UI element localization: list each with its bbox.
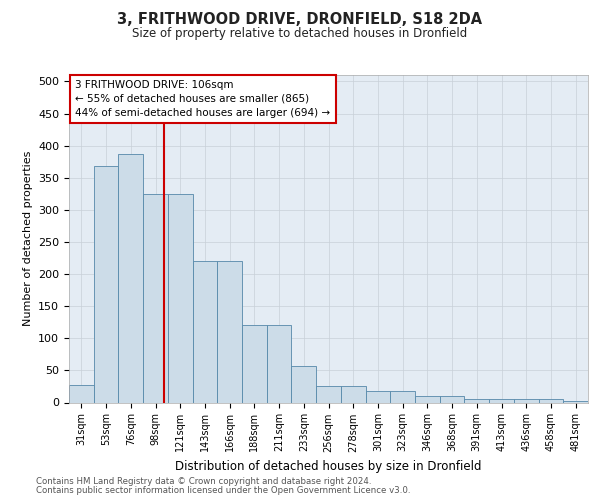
Bar [563,400,588,402]
Bar [539,400,563,402]
Bar [94,166,118,402]
Bar [514,400,539,402]
Bar [193,261,217,402]
Bar [489,400,514,402]
Bar [440,396,464,402]
Text: Contains public sector information licensed under the Open Government Licence v3: Contains public sector information licen… [36,486,410,495]
Bar [365,391,390,402]
Bar [168,194,193,402]
Text: Size of property relative to detached houses in Dronfield: Size of property relative to detached ho… [133,28,467,40]
Text: 3, FRITHWOOD DRIVE, DRONFIELD, S18 2DA: 3, FRITHWOOD DRIVE, DRONFIELD, S18 2DA [118,12,482,28]
Bar [242,326,267,402]
Bar [390,391,415,402]
Text: Contains HM Land Registry data © Crown copyright and database right 2024.: Contains HM Land Registry data © Crown c… [36,477,371,486]
X-axis label: Distribution of detached houses by size in Dronfield: Distribution of detached houses by size … [175,460,482,473]
Bar [415,396,440,402]
Y-axis label: Number of detached properties: Number of detached properties [23,151,32,326]
Bar [316,386,341,402]
Bar [118,154,143,402]
Bar [292,366,316,403]
Bar [143,194,168,402]
Bar [267,326,292,402]
Bar [69,384,94,402]
Bar [464,400,489,402]
Text: 3 FRITHWOOD DRIVE: 106sqm
← 55% of detached houses are smaller (865)
44% of semi: 3 FRITHWOOD DRIVE: 106sqm ← 55% of detac… [75,80,331,118]
Bar [341,386,365,402]
Bar [217,261,242,402]
